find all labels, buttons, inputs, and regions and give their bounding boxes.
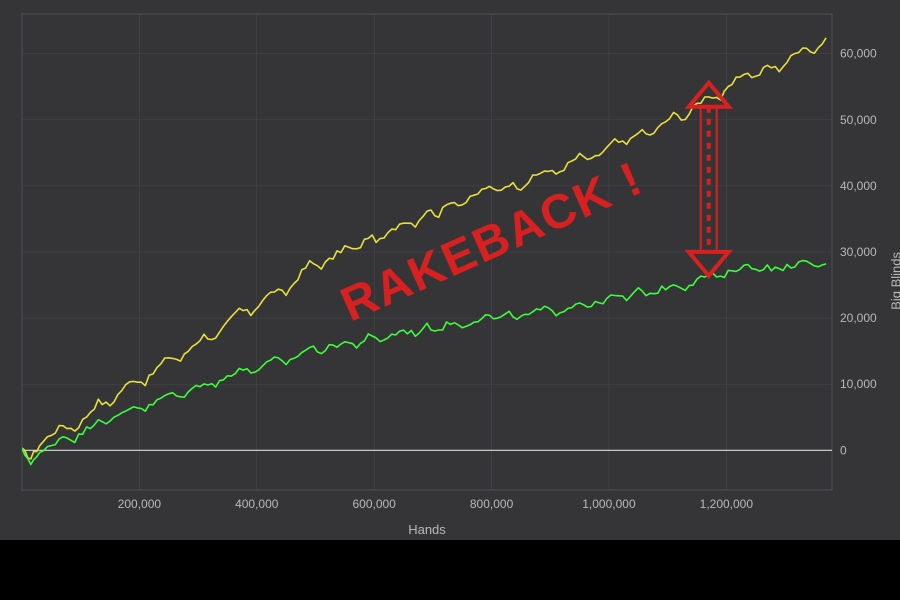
y-tick-label: 0 (840, 443, 847, 457)
x-tick-label: 1,200,000 (700, 497, 754, 511)
y-tick-label: 10,000 (840, 377, 877, 391)
y-tick-label: 60,000 (840, 47, 877, 61)
y-axis-title: Big Blinds (889, 252, 900, 310)
chart-svg: 200,000 400,000 600,000 800,000 1,000,000 1,2… (0, 0, 900, 540)
y-tick-label: 20,000 (840, 311, 877, 325)
x-tick-label: 600,000 (352, 497, 396, 511)
y-tick-label: 30,000 (840, 245, 877, 259)
x-tick-label: 800,000 (470, 497, 514, 511)
poker-winnings-chart: 200,000 400,000 600,000 800,000 1,000,000 1,2… (0, 0, 900, 540)
x-axis-title: Hands (22, 522, 832, 537)
y-tick-label: 50,000 (840, 113, 877, 127)
x-tick-label: 200,000 (118, 497, 162, 511)
x-tick-label: 1,000,000 (582, 497, 636, 511)
x-tick-label: 400,000 (235, 497, 279, 511)
y-tick-label: 40,000 (840, 179, 877, 193)
